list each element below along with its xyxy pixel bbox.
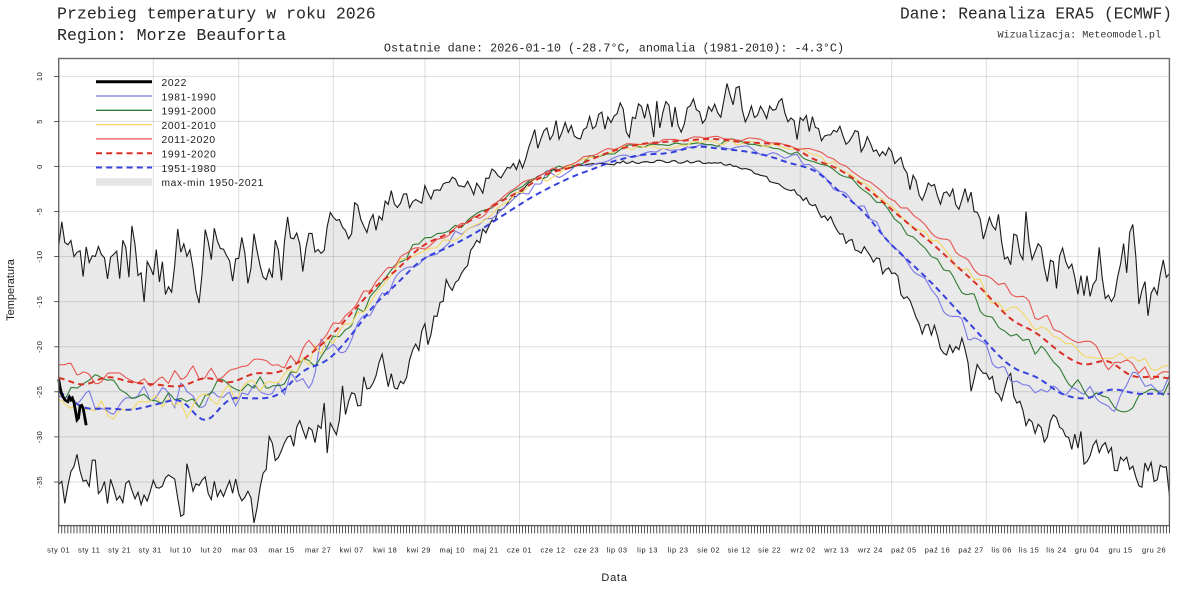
svg-text:sty 31: sty 31 <box>139 546 162 555</box>
svg-text:mar 15: mar 15 <box>268 546 294 555</box>
svg-text:1991-2020: 1991-2020 <box>162 150 217 161</box>
svg-text:-35: -35 <box>35 476 44 488</box>
svg-text:Temperatura: Temperatura <box>5 258 17 321</box>
svg-text:gru 04: gru 04 <box>1075 546 1099 555</box>
svg-text:1981-1990: 1981-1990 <box>162 92 217 103</box>
svg-text:kwi 07: kwi 07 <box>339 546 363 555</box>
svg-text:maj 21: maj 21 <box>473 546 498 555</box>
svg-text:1951-1980: 1951-1980 <box>162 164 217 175</box>
svg-text:kwi 18: kwi 18 <box>373 546 397 555</box>
svg-text:lis 24: lis 24 <box>1046 546 1067 555</box>
svg-text:-15: -15 <box>35 296 44 308</box>
svg-text:cze 01: cze 01 <box>507 546 532 555</box>
svg-text:paź 27: paź 27 <box>958 546 984 555</box>
svg-text:Data: Data <box>601 572 627 584</box>
svg-text:mar 27: mar 27 <box>305 546 331 555</box>
svg-text:Ostatnie dane: 2026-01-10 (-28: Ostatnie dane: 2026-01-10 (-28.7°C, anom… <box>384 42 844 56</box>
svg-text:5: 5 <box>35 119 44 124</box>
svg-text:sie 12: sie 12 <box>728 546 751 555</box>
svg-text:Region: Morze Beauforta: Region: Morze Beauforta <box>57 26 286 45</box>
svg-text:gru 15: gru 15 <box>1108 546 1132 555</box>
svg-text:paź 05: paź 05 <box>891 546 917 555</box>
svg-text:max-min 1950-2021: max-min 1950-2021 <box>162 178 265 189</box>
svg-text:lip 13: lip 13 <box>637 546 658 555</box>
svg-text:sty 01: sty 01 <box>47 546 70 555</box>
svg-text:2022: 2022 <box>162 78 187 89</box>
svg-text:cze 23: cze 23 <box>574 546 599 555</box>
svg-text:-25: -25 <box>35 386 44 398</box>
svg-text:sty 21: sty 21 <box>108 546 131 555</box>
svg-text:Dane: Reanaliza ERA5 (ECMWF): Dane: Reanaliza ERA5 (ECMWF) <box>900 6 1172 24</box>
svg-text:lip 03: lip 03 <box>607 546 628 555</box>
svg-text:sty 11: sty 11 <box>78 546 100 555</box>
svg-text:2001-2010: 2001-2010 <box>162 121 217 132</box>
svg-text:Przebieg temperatury w roku 20: Przebieg temperatury w roku 2026 <box>57 5 376 24</box>
svg-text:lut 10: lut 10 <box>170 546 191 555</box>
svg-text:mar 03: mar 03 <box>232 546 258 555</box>
svg-text:-30: -30 <box>35 431 44 443</box>
svg-text:0: 0 <box>35 164 44 169</box>
svg-text:2011-2020: 2011-2020 <box>162 135 216 146</box>
svg-text:-5: -5 <box>35 208 44 216</box>
svg-text:wrz 02: wrz 02 <box>790 546 816 555</box>
svg-text:wrz 13: wrz 13 <box>823 546 849 555</box>
svg-text:lip 23: lip 23 <box>668 546 689 555</box>
svg-text:kwi 29: kwi 29 <box>407 546 431 555</box>
svg-text:lis 06: lis 06 <box>991 546 1012 555</box>
svg-text:1991-2000: 1991-2000 <box>162 107 217 118</box>
svg-text:paź 16: paź 16 <box>925 546 951 555</box>
svg-text:-10: -10 <box>35 250 44 262</box>
svg-text:10: 10 <box>35 72 44 81</box>
svg-text:gru 26: gru 26 <box>1142 546 1166 555</box>
svg-text:-20: -20 <box>35 341 44 353</box>
svg-text:wrz 24: wrz 24 <box>857 546 883 555</box>
svg-text:lut 20: lut 20 <box>201 546 222 555</box>
svg-text:Wizualizacja: Meteomodel.pl: Wizualizacja: Meteomodel.pl <box>997 30 1161 42</box>
svg-text:cze 12: cze 12 <box>540 546 565 555</box>
svg-text:maj 10: maj 10 <box>440 546 465 555</box>
svg-text:sie 22: sie 22 <box>758 546 781 555</box>
svg-text:sie 02: sie 02 <box>697 546 720 555</box>
svg-text:lis 15: lis 15 <box>1019 546 1040 555</box>
